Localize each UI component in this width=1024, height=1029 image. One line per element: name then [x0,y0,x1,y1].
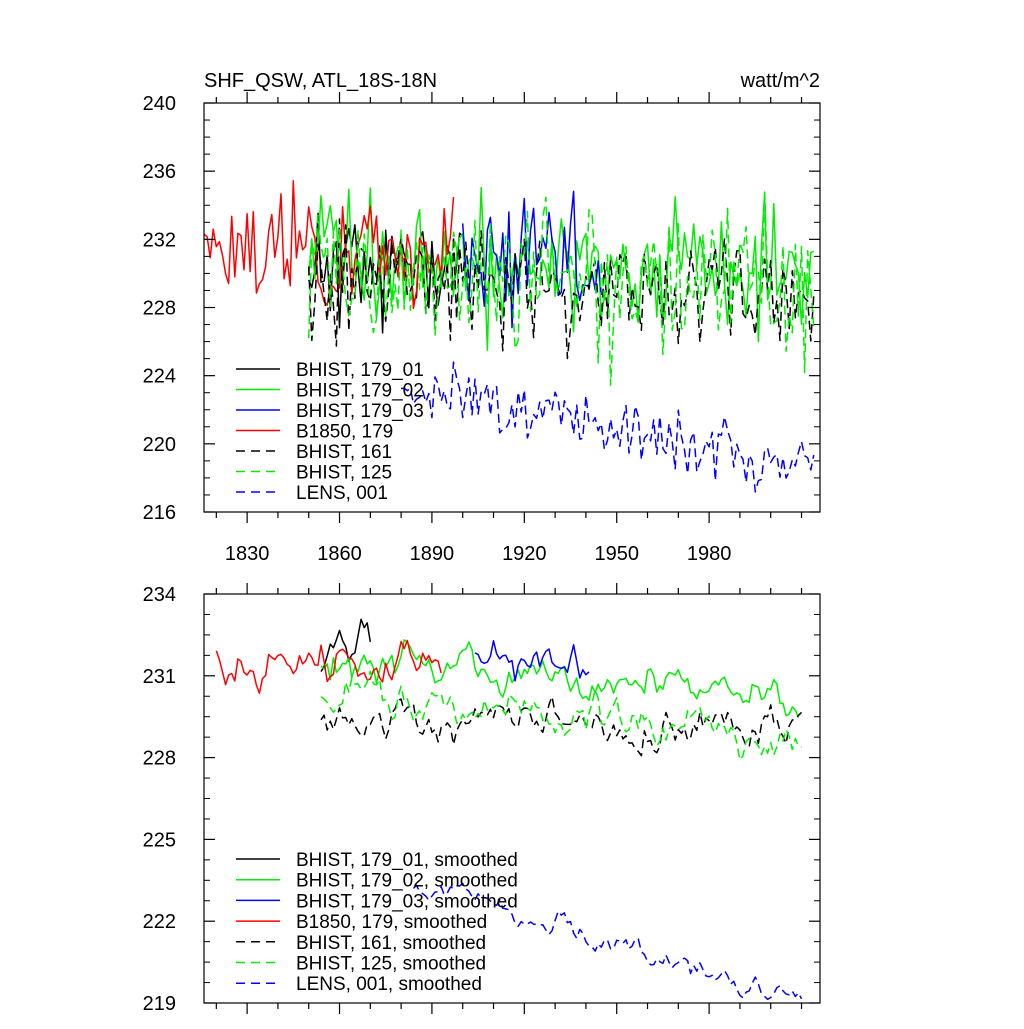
series-line-2 [320,639,800,718]
y-tick-label: 219 [143,993,176,1015]
legend-label: BHIST, 179_02 [296,381,424,402]
legend-label: BHIST, 125 [296,463,392,484]
legend-label: BHIST, 179_02, smoothed [296,871,518,892]
y-tick-label: 231 [143,666,176,688]
x-tick-label: 1950 [594,543,639,565]
bottom-series-lines [215,618,803,1001]
bottom-panel: 219 222 225 228 231 234 BHIST, 179_01, smooth… [143,583,821,1015]
series-line-7 [412,882,803,1001]
top-panel-title: SHF_QSW, ATL_18S-18N [204,70,437,92]
y-tick-label: 220 [143,434,176,456]
series-line-3 [474,640,590,682]
x-tick-label: 1890 [410,543,455,565]
top-panel: SHF_QSW, ATL_18S-18N watt/m^2 2162202242… [143,70,821,565]
series-line-5 [307,218,815,360]
x-tick-label: 1980 [687,543,732,565]
y-tick-label: 224 [143,366,176,388]
x-tick-label: 1830 [225,543,270,565]
legend-label: B1850, 179, smoothed [296,912,487,933]
series-line-6 [320,670,802,761]
bottom-axes: 219 222 225 228 231 234 [143,583,821,1015]
legend-label: BHIST, 179_01 [296,360,424,381]
y-tick-label: 240 [143,93,176,115]
y-tick-label: 234 [143,584,176,606]
legend-label: BHIST, 125, smoothed [296,954,486,975]
y-tick-label: 222 [143,911,176,933]
series-line-6 [307,191,815,386]
top-series-lines [203,179,815,493]
legend-label: LENS, 001 [296,483,388,504]
top-axes: 216 220 224 228 232 236 240 1830 1860 1890 1920 195… [143,92,821,565]
legend-label: BHIST, 161 [296,442,392,463]
legend-label: LENS, 001, smoothed [296,974,482,995]
legend-label: BHIST, 179_03 [296,401,424,422]
legend-label: B1850, 179 [296,422,393,443]
series-line-5 [320,695,803,757]
series-line-1 [320,618,372,672]
x-tick-label: 1920 [502,543,547,565]
legend-label: BHIST, 179_01, smoothed [296,850,518,871]
legend-label: BHIST, 179_03, smoothed [296,891,518,912]
top-panel-units: watt/m^2 [740,70,820,92]
y-tick-label: 232 [143,229,176,251]
y-tick-label: 225 [143,829,176,851]
y-tick-label: 228 [143,298,176,320]
legend-label: BHIST, 161, smoothed [296,933,486,954]
series-line-4 [215,639,442,694]
y-tick-label: 228 [143,748,176,770]
series-line-7 [401,361,815,493]
x-tick-label: 1860 [317,543,362,565]
series-line-3 [461,190,603,329]
y-tick-label: 236 [143,161,176,183]
y-tick-label: 216 [143,502,176,524]
